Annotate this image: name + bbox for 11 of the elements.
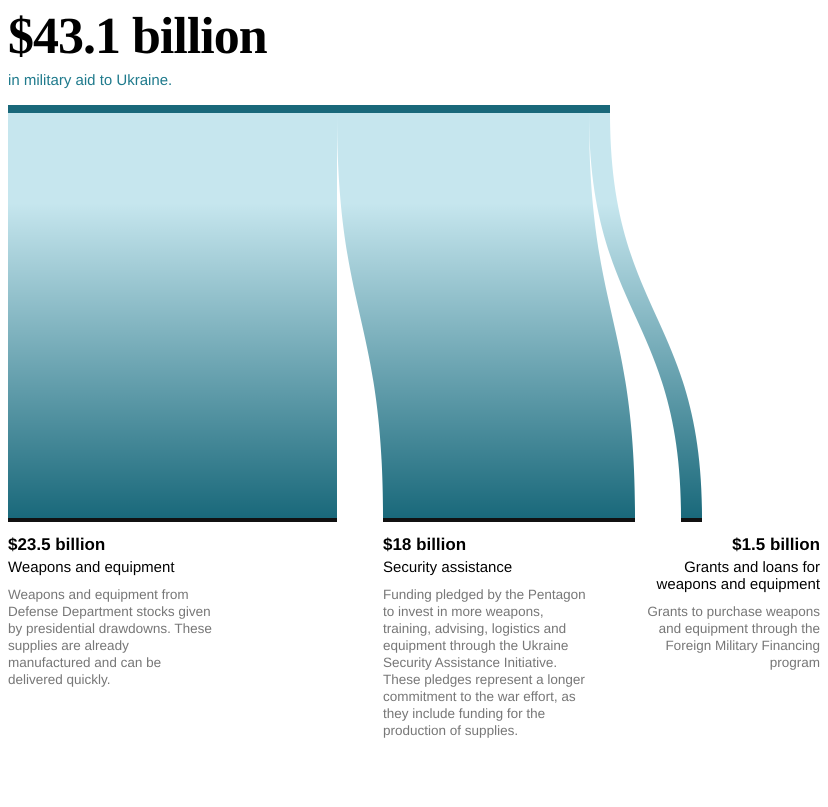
text: in military aid to Ukraine. xyxy=(8,72,174,89)
category-label: Weapons and equipment xyxy=(8,559,176,576)
text: Weapons and equipment from Defense Department stocks given by presidential drawdowns. These supplies are already manufactured and can be delivered quickly. xyxy=(8,586,213,688)
data-label: $23.5 billion xyxy=(8,535,106,555)
text: Grants to purchase weapons and equipment through the Foreign Military Financing program xyxy=(646,603,820,671)
text: Funding pledged by the Pentagon to invest in more weapons, training, advising, logistics and equipment through the Ukraine Security Assistance Initiative. These pledges represent a longer commitment to the war effort, as they include funding for the production of supplies. xyxy=(383,587,586,738)
category-label: Grants and loans for weapons and equipment xyxy=(656,559,820,593)
data-label: $18 billion xyxy=(383,535,468,555)
data-label: $1.5 billion xyxy=(731,535,820,555)
category-label: Security assistance xyxy=(383,559,514,576)
text: $43.1 billion xyxy=(8,8,268,66)
